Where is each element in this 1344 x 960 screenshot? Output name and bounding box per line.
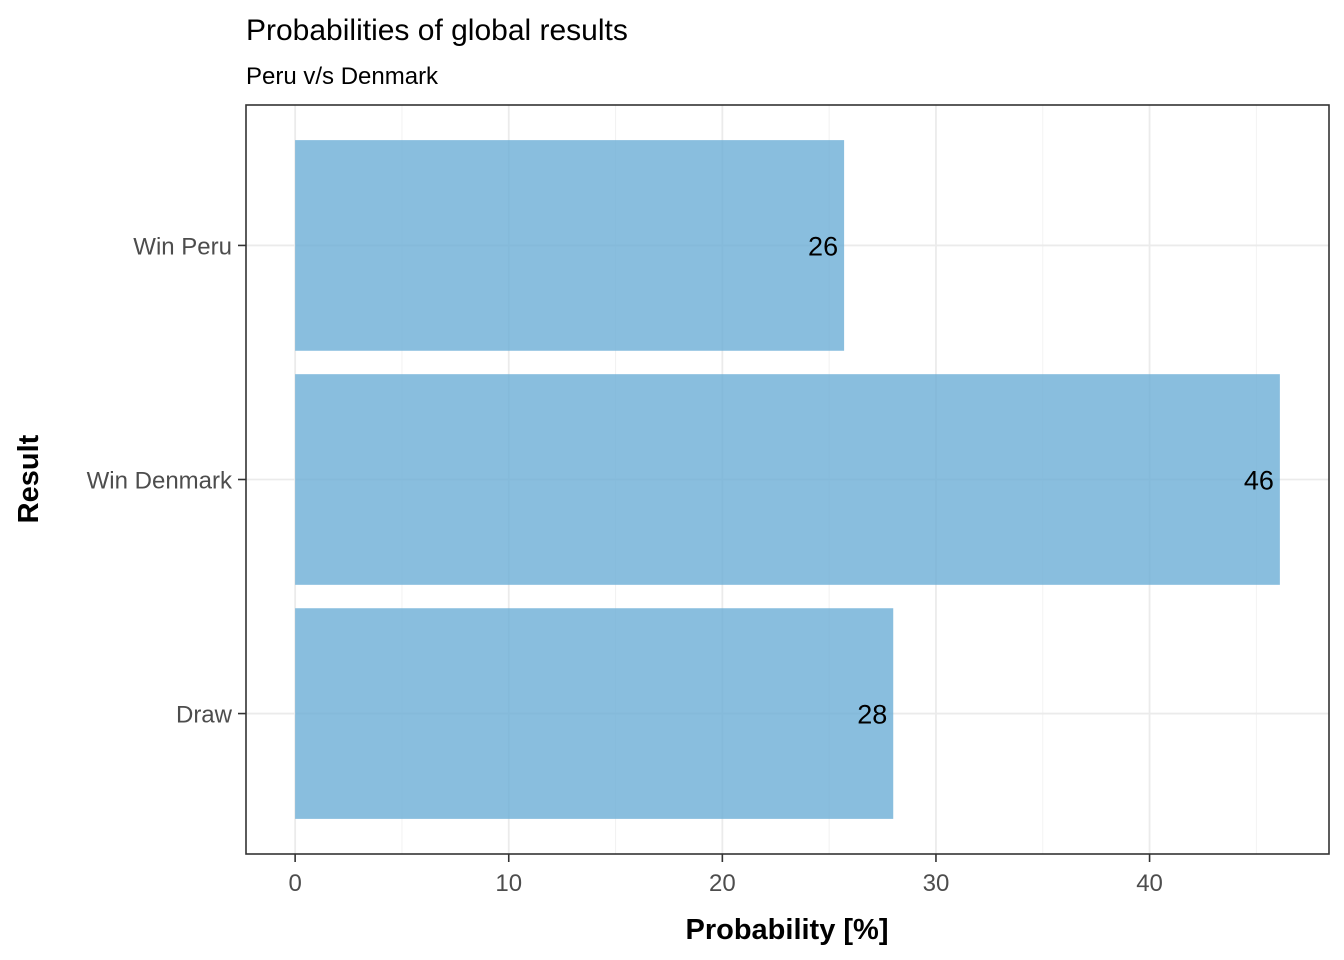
chart-subtitle: Peru v/s Denmark [246, 63, 439, 90]
y-axis-title: Result [13, 434, 45, 523]
bar [295, 374, 1280, 585]
bar [295, 140, 845, 351]
y-tick-label: Draw [176, 702, 233, 729]
x-tick-label: 20 [709, 870, 736, 897]
x-tick-label: 10 [495, 870, 522, 897]
y-tick-label: Win Denmark [87, 468, 233, 495]
x-tick-label: 0 [288, 870, 301, 897]
bar-value-label: 28 [857, 700, 887, 730]
data-labels: 26 46 28 [808, 231, 1274, 729]
axes: 0 10 20 30 40 Win Peru Win Denmark Draw [87, 233, 1163, 897]
x-tick-label: 40 [1136, 870, 1163, 897]
bars [295, 140, 1280, 819]
bar-value-label: 26 [808, 231, 838, 261]
x-axis-title: Probability [%] [685, 914, 888, 946]
bar-value-label: 46 [1244, 466, 1274, 496]
chart-title: Probabilities of global results [246, 14, 628, 47]
bar [295, 608, 894, 819]
y-tick-label: Win Peru [133, 233, 232, 260]
x-tick-label: 30 [923, 870, 950, 897]
